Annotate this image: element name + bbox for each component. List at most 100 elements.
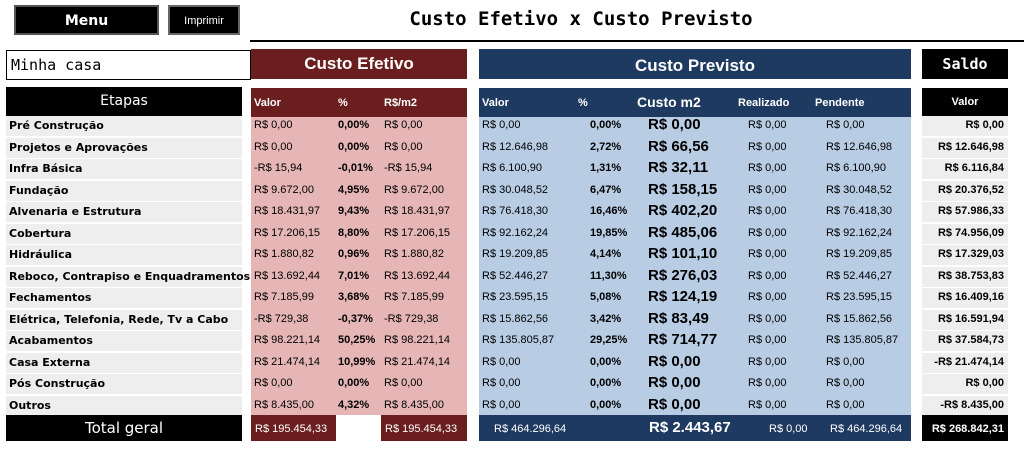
ef-m2-cell: R$ 0,00 <box>384 140 423 153</box>
saldo-cell: R$ 74.956,09 <box>937 226 1004 239</box>
etapa-label: Infra Básica <box>9 162 83 175</box>
print-button[interactable]: Imprimir <box>168 5 240 35</box>
etapa-label: Outros <box>9 398 51 412</box>
section-custo-previsto: Custo Previsto <box>479 49 911 79</box>
saldo-cell: R$ 20.376,52 <box>937 183 1004 196</box>
pv-valor-cell: R$ 92.162,24 <box>482 226 549 239</box>
total-ef-m2: R$ 195.454,33 <box>381 415 467 441</box>
pv-realizado-cell: R$ 0,00 <box>748 355 787 368</box>
etapa-label: Acabamentos <box>9 334 93 347</box>
column-header-etapas: Etapas <box>100 93 148 109</box>
saldo-cell-bg <box>922 116 1008 136</box>
saldo-cell: R$ 12.646,98 <box>937 140 1004 153</box>
pv-m2-cell: R$ 0,00 <box>648 116 701 133</box>
ef-m2-cell: R$ 21.474,14 <box>384 355 451 368</box>
saldo-cell: R$ 38.753,83 <box>937 269 1004 282</box>
total-pv-m2: R$ 2.443,67 <box>649 419 731 436</box>
pv-m2-cell: R$ 101,10 <box>648 245 718 262</box>
column-header-ef-valor: Valor <box>254 97 281 109</box>
etapa-label: Projetos e Aprovações <box>9 140 148 154</box>
table-row: Cobertura R$ 17.206,15 8,80% R$ 17.206,15 R$… <box>0 223 1024 245</box>
ef-pct-cell: -0,01% <box>338 162 373 174</box>
pv-pendente-cell: R$ 0,00 <box>826 355 865 368</box>
column-header-saldo-valor: Valor <box>951 96 979 108</box>
ef-valor-cell: R$ 98.221,14 <box>254 334 321 346</box>
pv-pct-cell: 3,42% <box>590 312 622 325</box>
table-row: Hidráulica R$ 1.880,82 0,96% R$ 1.880,82 R$ … <box>0 244 1024 266</box>
etapa-cell-bg <box>6 331 242 351</box>
pv-pendente-cell: R$ 52.446,27 <box>826 269 893 282</box>
pv-m2-cell: R$ 0,00 <box>648 395 701 413</box>
pv-pct-cell: 5,08% <box>590 291 622 303</box>
ef-pct-cell: 9,43% <box>338 205 370 217</box>
ef-m2-cell: R$ 0,00 <box>384 119 423 131</box>
pv-pendente-cell: R$ 76.418,30 <box>826 205 893 217</box>
pv-pct-cell: 4,14% <box>590 248 622 260</box>
ef-valor-cell: R$ 7.185,99 <box>254 291 314 303</box>
saldo-cell-bg <box>922 352 1008 373</box>
table-row: Casa Externa R$ 21.474,14 10,99% R$ 21.474,… <box>0 352 1024 374</box>
ef-pct-cell: -0,37% <box>338 312 373 325</box>
pv-valor-cell: R$ 0,00 <box>482 119 521 131</box>
page-title: Custo Efetivo x Custo Previsto <box>409 8 753 30</box>
pv-pendente-cell: R$ 19.209,85 <box>826 248 893 260</box>
pv-m2-cell: R$ 276,03 <box>648 266 718 284</box>
ef-valor-cell: R$ 0,00 <box>254 377 293 389</box>
pv-realizado-cell: R$ 0,00 <box>748 226 787 239</box>
ef-m2-cell: R$ 9.672,00 <box>384 183 444 196</box>
saldo-cell: -R$ 8.435,00 <box>940 398 1004 411</box>
pv-pct-cell: 29,25% <box>590 334 628 346</box>
etapa-label: Pré Construção <box>9 119 104 132</box>
pv-pendente-cell: R$ 0,00 <box>826 377 865 389</box>
project-name-input[interactable] <box>6 50 251 80</box>
table-row: Elétrica, Telefonia, Rede, Tv a Cabo -R$ … <box>0 309 1024 331</box>
pv-m2-cell: R$ 402,20 <box>648 202 718 219</box>
etapa-cell-bg <box>6 159 242 179</box>
etapa-label: Alvenaria e Estrutura <box>9 205 142 218</box>
pv-realizado-cell: R$ 0,00 <box>748 140 787 153</box>
menu-button[interactable]: Menu <box>14 5 159 35</box>
ef-pct-cell: 0,00% <box>338 119 370 131</box>
pv-m2-cell: R$ 485,06 <box>648 223 718 241</box>
ef-m2-cell: -R$ 15,94 <box>384 162 433 174</box>
etapa-label: Elétrica, Telefonia, Rede, Tv a Cabo <box>9 312 229 326</box>
pv-realizado-cell: R$ 0,00 <box>748 291 787 303</box>
pv-valor-cell: R$ 19.209,85 <box>482 248 549 260</box>
ef-m2-cell: R$ 7.185,99 <box>384 291 444 303</box>
ef-valor-cell: R$ 1.880,82 <box>254 248 314 260</box>
column-header-pv-m2: Custo m2 <box>637 94 701 110</box>
etapa-cell-bg <box>6 374 242 394</box>
pv-m2-cell: R$ 32,11 <box>648 159 709 176</box>
pv-pendente-cell: R$ 6.100,90 <box>826 162 886 174</box>
total-label: Total geral <box>6 415 242 441</box>
saldo-cell: R$ 16.409,16 <box>937 291 1004 303</box>
column-header-ef-pct: % <box>338 97 348 109</box>
ef-valor-cell: R$ 13.692,44 <box>254 269 321 282</box>
pv-realizado-cell: R$ 0,00 <box>748 162 787 174</box>
column-header-ef-m2: R$/m2 <box>384 97 418 109</box>
pv-valor-cell: R$ 76.418,30 <box>482 205 549 217</box>
saldo-cell: R$ 0,00 <box>965 119 1004 131</box>
saldo-cell-bg <box>922 395 1008 416</box>
saldo-cell: R$ 57.986,33 <box>937 205 1004 217</box>
etapa-cell-bg <box>6 266 242 287</box>
total-row: Total geral R$ 195.454,33 R$ 195.454,33 … <box>0 415 1024 442</box>
ef-valor-cell: -R$ 15,94 <box>254 162 303 174</box>
pv-m2-cell: R$ 0,00 <box>648 374 701 391</box>
saldo-cell: R$ 16.591,94 <box>937 312 1004 325</box>
pv-pct-cell: 19,85% <box>590 226 628 239</box>
pv-realizado-cell: R$ 0,00 <box>748 312 787 325</box>
pv-valor-cell: R$ 15.862,56 <box>482 312 549 325</box>
etapa-label: Hidráulica <box>9 248 73 261</box>
pv-pct-cell: 0,00% <box>590 119 622 131</box>
pv-valor-cell: R$ 6.100,90 <box>482 162 542 174</box>
pv-pendente-cell: R$ 135.805,87 <box>826 334 899 346</box>
etapa-cell-bg <box>6 352 242 373</box>
previsto-body <box>479 117 911 415</box>
table-row: Outros R$ 8.435,00 4,32% R$ 8.435,00 R$ 0,00… <box>0 395 1024 417</box>
column-header-pv-valor: Valor <box>482 97 509 109</box>
pv-pendente-cell: R$ 15.862,56 <box>826 312 893 325</box>
efetivo-body <box>251 117 467 415</box>
pv-valor-cell: R$ 0,00 <box>482 355 521 368</box>
pv-pct-cell: 11,30% <box>590 269 627 282</box>
